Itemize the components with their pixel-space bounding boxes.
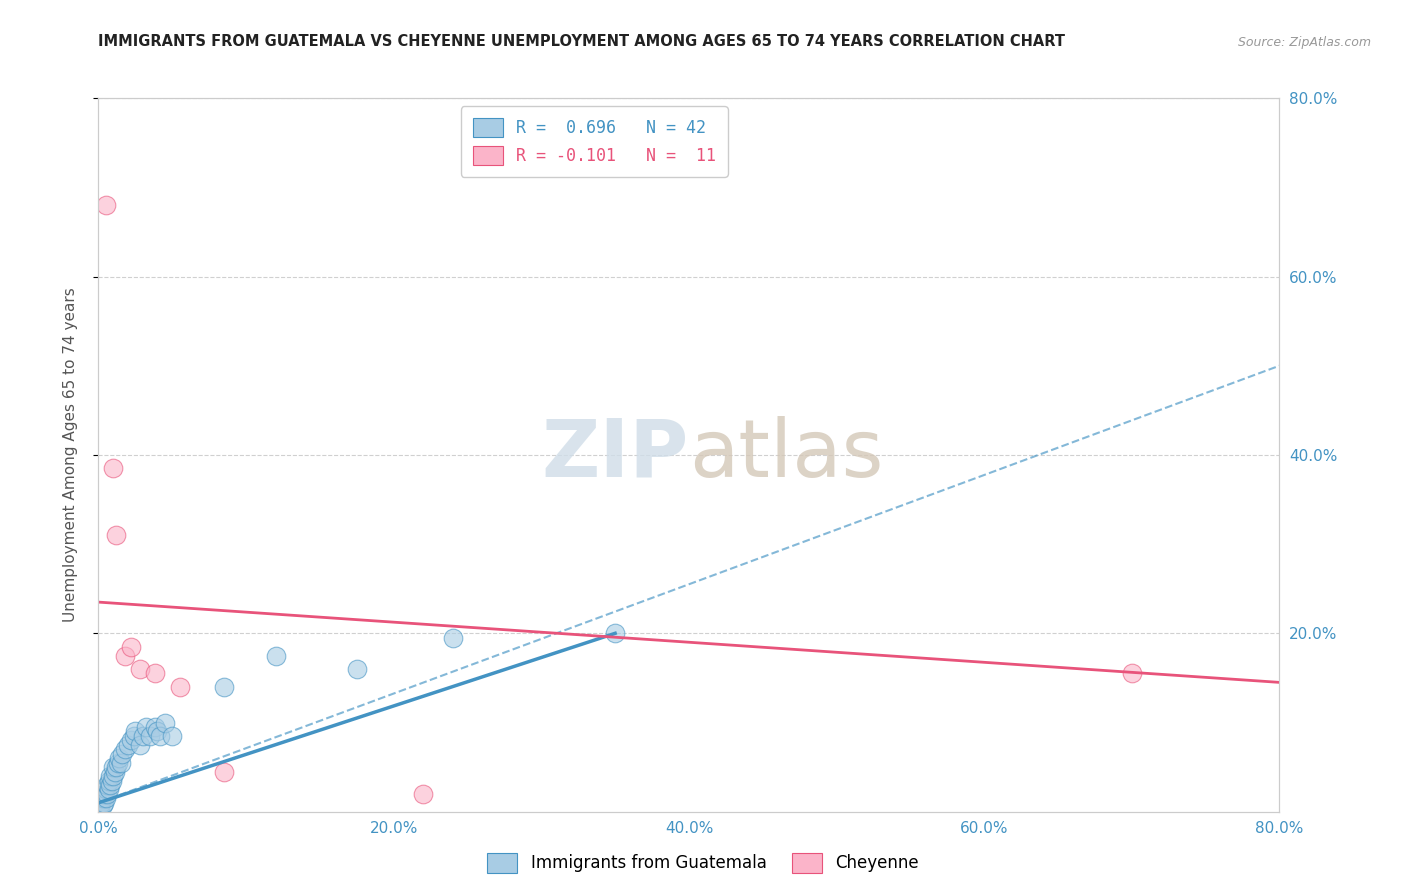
Point [114,742,136,756]
Point [103,461,125,475]
Point [103,760,125,774]
Point [1121,666,1143,681]
Point [122,729,145,743]
Point [107,756,129,770]
Point [103,769,125,783]
Point [412,787,434,801]
Point [105,528,128,542]
Point [108,751,131,765]
Point [105,760,128,774]
Point [94,198,117,212]
Point [120,733,142,747]
Point [100,773,122,788]
Point [93,796,115,810]
Point [128,738,150,752]
Y-axis label: Unemployment Among Ages 65 to 74 years: Unemployment Among Ages 65 to 74 years [63,287,77,623]
Point [212,680,235,694]
Text: ZIP: ZIP [541,416,689,494]
Point [114,648,136,663]
Point [96,787,118,801]
Point [117,738,139,752]
Point [169,680,191,694]
Point [93,787,115,801]
Point [139,729,162,743]
Point [149,729,172,743]
Point [104,764,127,779]
Point [94,782,117,797]
Point [124,724,146,739]
Point [120,640,142,654]
Point [441,631,464,645]
Point [91,791,114,805]
Point [110,756,132,770]
Point [97,773,120,788]
Point [132,729,155,743]
Point [98,778,121,792]
Point [212,764,235,779]
Point [90,796,112,810]
Point [97,782,120,797]
Text: atlas: atlas [689,416,883,494]
Point [143,666,166,681]
Point [89,800,111,814]
Text: IMMIGRANTS FROM GUATEMALA VS CHEYENNE UNEMPLOYMENT AMONG AGES 65 TO 74 YEARS COR: IMMIGRANTS FROM GUATEMALA VS CHEYENNE UN… [98,34,1066,49]
Legend: R =  0.696   N = 42, R = -0.101   N =  11: R = 0.696 N = 42, R = -0.101 N = 11 [461,106,728,177]
Point [605,626,627,640]
Point [162,729,183,743]
Point [143,720,166,734]
Point [94,791,117,805]
Point [111,747,134,761]
Point [98,769,121,783]
Point [346,662,368,676]
Point [135,720,157,734]
Text: Source: ZipAtlas.com: Source: ZipAtlas.com [1237,36,1371,49]
Point [146,724,169,739]
Point [264,648,287,663]
Point [91,797,114,812]
Point [96,778,118,792]
Point [128,662,150,676]
Point [153,715,176,730]
Legend: Immigrants from Guatemala, Cheyenne: Immigrants from Guatemala, Cheyenne [481,847,925,880]
